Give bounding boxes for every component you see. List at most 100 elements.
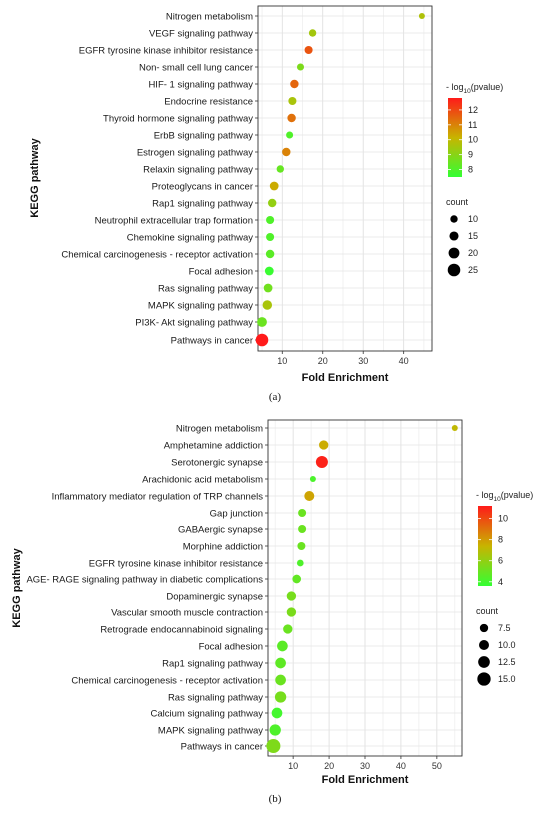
category-label: EGFR tyrosine kinase inhibitor resistanc…: [79, 45, 253, 56]
color-legend-title: - log10(pvalue): [446, 82, 503, 95]
category-label: Retrograde endocannabinoid signaling: [100, 624, 263, 635]
category-label: Amphetamine addiction: [164, 440, 263, 451]
data-point: [266, 215, 275, 225]
x-tick-label: 10: [277, 356, 287, 366]
category-label: Pathways in cancer: [181, 741, 263, 752]
color-legend-label: 4: [498, 577, 503, 587]
category-label: Ras signaling pathway: [158, 283, 253, 294]
category-label: Inflammatory mediator regulation of TRP …: [52, 491, 264, 502]
category-label: GABAergic synapse: [178, 524, 263, 535]
x-tick-label: 20: [318, 356, 328, 366]
size-legend-label: 20: [468, 248, 478, 258]
data-point: [269, 181, 279, 191]
plot-frame: [257, 5, 433, 352]
size-legend-dot: [449, 231, 459, 241]
size-legend-label: 10: [468, 214, 478, 224]
chart-panel-a: 10 20 30 40 Nitrogen metabolism VEGF signalin…: [29, 5, 503, 403]
size-legend-dot: [447, 263, 461, 277]
category-label: Rap1 signaling pathway: [162, 658, 263, 669]
category-label: Thyroid hormone signaling pathway: [103, 113, 253, 124]
category-label: Vascular smooth muscle contraction: [111, 607, 263, 618]
category-label: Serotonergic synapse: [171, 457, 263, 468]
data-point: [286, 591, 297, 601]
panel-label: (a): [269, 391, 282, 403]
data-point: [418, 13, 425, 19]
size-legend-dot: [448, 247, 460, 259]
category-label: Endocrine resistance: [164, 96, 253, 107]
category-label: AGE- RAGE signaling pathway in diabetic …: [26, 574, 263, 585]
category-label: Dopaminergic synapse: [166, 591, 263, 602]
category-label: Gap junction: [210, 508, 263, 519]
x-axis-title: Fold Enrichment: [302, 372, 389, 384]
category-label: Relaxin signaling pathway: [143, 164, 253, 175]
category-label: Pathways in cancer: [171, 335, 253, 346]
data-point: [262, 300, 273, 310]
data-point: [277, 640, 288, 652]
size-legend-label: 15: [468, 231, 478, 241]
data-point: [287, 113, 296, 123]
x-tick-label: 30: [358, 356, 368, 366]
data-point: [265, 249, 275, 259]
chart-panel-b: 10 20 30 40 50 Nitrogen metabolism Amphetamine…: [11, 419, 533, 805]
data-point: [451, 425, 458, 431]
data-point: [319, 440, 329, 450]
color-legend-bar: [478, 506, 492, 586]
size-legend-dot: [479, 623, 489, 633]
size-legend-label: 12.5: [498, 657, 516, 667]
x-tick-label: 20: [324, 761, 334, 771]
color-legend-label: 9: [468, 150, 473, 160]
category-label: Morphine addiction: [183, 541, 263, 552]
data-point: [266, 232, 275, 242]
category-label: Proteoglycans in cancer: [152, 181, 253, 192]
category-label: Arachidonic acid metabolism: [142, 474, 263, 485]
category-label: Focal adhesion: [199, 641, 263, 652]
data-point: [264, 266, 274, 276]
data-point: [257, 317, 267, 327]
data-point: [276, 165, 284, 173]
data-point: [290, 79, 299, 89]
category-label: Calcium signaling pathway: [151, 708, 264, 719]
data-point: [266, 739, 281, 753]
category-label: HIF- 1 signaling pathway: [148, 79, 253, 90]
data-point: [298, 509, 307, 517]
x-tick-label: 50: [432, 761, 442, 771]
data-point: [296, 559, 304, 567]
data-point: [304, 491, 315, 501]
category-label: EGFR tyrosine kinase inhibitor resistanc…: [89, 558, 263, 569]
category-label: Focal adhesion: [189, 266, 253, 277]
color-legend-label: 12: [468, 105, 478, 115]
category-label: MAPK signaling pathway: [158, 725, 263, 736]
data-point: [275, 657, 286, 669]
data-point: [292, 574, 302, 584]
category-label: Rap1 signaling pathway: [152, 198, 253, 209]
data-point: [288, 96, 297, 106]
data-point: [304, 45, 313, 55]
data-point: [286, 131, 294, 139]
plot-area: [258, 6, 432, 351]
color-legend-label: 8: [468, 165, 473, 175]
data-point: [274, 691, 287, 703]
data-point: [315, 456, 328, 468]
size-legend-title: count: [446, 197, 469, 207]
data-point: [282, 147, 291, 157]
data-point: [308, 29, 317, 37]
data-point: [267, 198, 277, 208]
category-label: Non- small cell lung cancer: [139, 62, 253, 73]
size-legend-label: 10.0: [498, 640, 516, 650]
x-tick-label: 40: [396, 761, 406, 771]
data-point: [283, 624, 293, 634]
y-axis-title: KEGG pathway: [29, 137, 41, 217]
size-legend-dot: [477, 672, 491, 686]
category-label: VEGF signaling pathway: [149, 28, 253, 39]
size-legend-label: 7.5: [498, 623, 511, 633]
panel-label: (b): [269, 793, 282, 805]
x-tick-label: 40: [399, 356, 409, 366]
data-point: [271, 707, 283, 719]
category-label: ErbB signaling pathway: [154, 130, 254, 141]
category-label: Nitrogen metabolism: [166, 11, 253, 22]
color-legend-label: 8: [498, 535, 503, 545]
category-label: Chemical carcinogenesis - receptor activ…: [71, 675, 263, 686]
size-legend-dot: [478, 656, 490, 668]
size-legend-label: 15.0: [498, 674, 516, 684]
data-point: [296, 63, 305, 71]
